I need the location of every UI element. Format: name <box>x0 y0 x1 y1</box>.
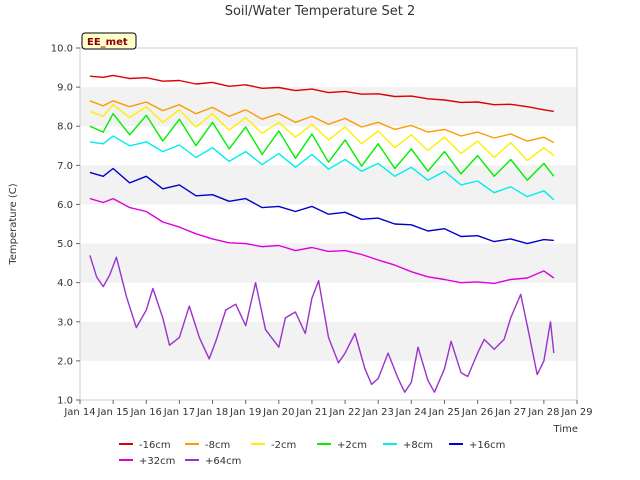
y-tick-label: 7.0 <box>57 161 73 172</box>
grid-band <box>80 165 577 205</box>
y-tick-label: 3.0 <box>57 317 73 328</box>
x-tick-label: Jan 23 <box>362 407 394 418</box>
legend-item: +16cm <box>449 440 505 451</box>
badge: EE_met <box>81 32 137 50</box>
legend: -16cm -8cm -2cm +2cm +8cm +16cm +32cm +64cm <box>119 440 505 467</box>
x-tick-label: Jan 16 <box>130 407 162 418</box>
legend-item: +8cm <box>383 440 433 451</box>
legend-label: +8cm <box>403 440 433 451</box>
x-tick-label: Jan 14 <box>63 407 95 418</box>
legend-item: +32cm <box>119 456 175 467</box>
series-line-plus8cm <box>89 135 555 201</box>
x-tick-label: Jan 19 <box>229 407 261 418</box>
legend-item: +64cm <box>185 456 241 467</box>
legend-item: -16cm <box>119 440 171 451</box>
series-line-plus32cm <box>89 197 555 285</box>
grid-band <box>80 321 577 361</box>
legend-item: -2cm <box>251 440 296 451</box>
x-tick-label: Jan 17 <box>163 407 195 418</box>
x-tick-label: Jan 22 <box>328 407 360 418</box>
x-tick-label: Jan 24 <box>395 407 427 418</box>
chart-title: Soil/Water Temperature Set 2 <box>225 4 416 19</box>
y-axis: 1.0 2.0 3.0 4.0 5.0 6.0 7.0 8.0 9.0 10.0 <box>51 44 80 407</box>
legend-label: -2cm <box>271 440 296 451</box>
x-tick-label: Jan 29 <box>560 407 592 418</box>
x-tick-label: Jan 15 <box>96 407 128 418</box>
series-line-minus8cm <box>89 100 555 144</box>
y-tick-label: 4.0 <box>57 278 73 289</box>
badge-box <box>81 32 137 50</box>
plot-area-border <box>79 47 578 401</box>
x-tick-label: Jan 20 <box>262 407 294 418</box>
y-tick-label: 10.0 <box>51 44 73 55</box>
y-tick-label: 1.0 <box>57 396 73 407</box>
x-tick-label: Jan 27 <box>494 407 526 418</box>
x-axis-label: Time <box>553 424 578 435</box>
legend-label: +64cm <box>205 456 241 467</box>
x-tick-label: Jan 28 <box>527 407 559 418</box>
badge-label: EE_met <box>87 37 128 48</box>
y-axis-label: Temperature (C) <box>8 183 19 265</box>
y-tick-label: 8.0 <box>57 122 73 133</box>
legend-item: -8cm <box>185 440 230 451</box>
grid-band <box>80 87 577 127</box>
y-tick-label: 5.0 <box>57 239 73 250</box>
series-line-minus16cm <box>89 74 554 113</box>
legend-label: -8cm <box>205 440 230 451</box>
y-tick-label: 6.0 <box>57 200 73 211</box>
legend-label: +2cm <box>337 440 367 451</box>
grid-bands <box>80 87 577 361</box>
y-tick-label: 9.0 <box>57 83 73 94</box>
series-line-minus2cm <box>89 103 555 162</box>
legend-label: +32cm <box>139 456 175 467</box>
x-tick-label: Jan 21 <box>295 407 327 418</box>
x-tick-label: Jan 18 <box>196 407 228 418</box>
x-tick-label: Jan 25 <box>428 407 460 418</box>
x-axis: Jan 14 Jan 15 Jan 16 Jan 17 Jan 18 Jan 19 Jan … <box>63 400 593 418</box>
legend-item: +2cm <box>317 440 367 451</box>
grid-band <box>80 243 577 283</box>
x-tick-label: Jan 26 <box>461 407 493 418</box>
series-line-plus2cm <box>89 112 555 181</box>
y-tick-label: 2.0 <box>57 356 73 367</box>
legend-label: +16cm <box>469 440 505 451</box>
series-line-plus64cm <box>89 255 555 393</box>
series-lines <box>89 74 555 393</box>
series-line-plus16cm <box>89 167 554 245</box>
legend-label: -16cm <box>139 440 171 451</box>
